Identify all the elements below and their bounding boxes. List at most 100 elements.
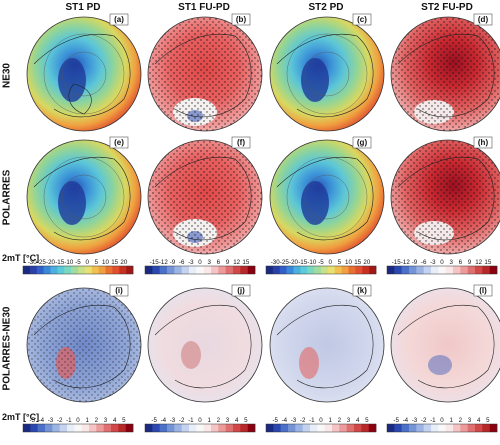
colorbar-swatch: [189, 424, 197, 432]
unit-label-bottom: 2mT [°C]: [2, 412, 40, 422]
colorbar-swatch: [288, 424, 296, 432]
colorbar-swatch: [71, 266, 79, 274]
colorbar-tick-label: -2: [57, 417, 63, 424]
colorbar-swatch: [50, 266, 58, 274]
panel-letter-box: [231, 284, 251, 297]
colorbar-tick-label: -25: [37, 259, 47, 266]
colorbar-swatch: [57, 266, 65, 274]
colorbar-swatch: [409, 424, 417, 432]
panel-letter-box: [231, 136, 251, 149]
colorbar-tick-label: 0: [76, 417, 80, 424]
colorbar-swatch: [74, 424, 82, 432]
colorbar-swatch: [409, 266, 417, 274]
colorbar-swatch: [174, 266, 182, 274]
colorbar-swatch: [247, 266, 256, 274]
colorbar-tick-label: 2: [338, 417, 342, 424]
panel-letter-box: [352, 284, 372, 297]
colorbar-tick-label: 4: [235, 417, 239, 424]
colorbar-tick-label: 6: [217, 259, 221, 266]
colorbar-swatch: [167, 424, 175, 432]
panel-letter-box: [473, 136, 493, 149]
colorbar-tick-label: 15: [354, 259, 361, 266]
colorbar-swatch: [467, 424, 476, 432]
colorbar-pd-1: -30 -25 -20 -15 -10 -5 0 5 10 15 20: [22, 259, 134, 275]
colorbar-swatch: [453, 424, 461, 432]
colorbar-tick-label: 9: [226, 259, 230, 266]
panel-b: [147, 16, 263, 132]
colorbar-tick-label: -5: [393, 417, 399, 424]
colorbar-swatch: [59, 424, 68, 432]
colorbar-swatch: [152, 266, 160, 274]
colorbar-fu-1: -15 -12 -9 -6 -3 0 3 6 9 12 15: [144, 259, 256, 275]
colorbar-diff-1: -5 -4 -3 -2 -1 0 1 2 3 4 5: [22, 417, 134, 433]
colorbar-diff-4: -5 -4 -3 -2 -1 0 1 2 3 4 5: [386, 417, 498, 433]
colorbar-swatch: [368, 424, 377, 432]
colorbar-swatch: [293, 266, 301, 274]
colorbar-tick-label: 5: [338, 259, 342, 266]
panel-h: [390, 139, 500, 255]
colorbar-tick-label: 5: [122, 417, 126, 424]
colorbar-swatch: [30, 424, 38, 432]
colorbar-swatch: [272, 266, 281, 274]
colorbar-swatch: [119, 266, 127, 274]
coastline: [68, 83, 92, 115]
panel-letter: (b): [236, 15, 247, 24]
panel-letter: (d): [478, 15, 489, 24]
panel-f: [147, 139, 263, 255]
colorbar-swatch: [225, 424, 234, 432]
colorbar-tick-label: 0: [198, 417, 202, 424]
colorbar-tick-label: -1: [188, 417, 194, 424]
colorbar-diff-3: -5 -4 -3 -2 -1 0 1 2 3 4 5: [265, 417, 377, 433]
panel-e: [26, 139, 142, 255]
colorbar-tick-label: 15: [484, 259, 491, 266]
colorbar-swatch: [354, 424, 362, 432]
colorbar-swatch: [401, 424, 410, 432]
colorbar-tick-label: 15: [111, 259, 118, 266]
colorbar-swatch: [240, 266, 248, 274]
colorbar-swatch: [314, 266, 322, 274]
colorbar-swatch: [98, 266, 106, 274]
colorbar-tick-label: 1: [85, 417, 89, 424]
colorbar-swatch: [233, 266, 241, 274]
colorbar-swatch: [203, 424, 212, 432]
colorbar-swatch: [266, 424, 274, 432]
panel-c: [269, 16, 385, 132]
colorbar-swatch: [36, 266, 44, 274]
colorbar-tick-label: -4: [282, 417, 288, 424]
panel-letter: (h): [478, 138, 489, 147]
colorbar-swatch: [273, 424, 281, 432]
colorbar-swatch: [286, 266, 294, 274]
colorbar-swatch: [37, 424, 46, 432]
colorbar-swatch: [211, 266, 219, 274]
colorbar-tick-label: 20: [363, 259, 370, 266]
colorbar-swatch: [300, 266, 308, 274]
colorbar-swatch: [96, 424, 104, 432]
colorbar-swatch: [362, 266, 370, 274]
colorbar-swatch: [181, 266, 190, 274]
panel-l: [390, 287, 500, 403]
colorbar-swatch: [196, 266, 204, 274]
colorbar-tick-label: 1: [449, 417, 453, 424]
colorbar-swatch: [67, 424, 75, 432]
colorbar-swatch: [189, 266, 197, 274]
unit-label-top: 2mT [°C]: [2, 253, 40, 263]
colorbar-swatch: [181, 424, 190, 432]
colorbar-swatch: [218, 266, 226, 274]
colorbar-tick-label: -10: [307, 259, 317, 266]
colorbar-fu-2: -15 -12 -9 -6 -3 0 3 6 9 12 15: [386, 259, 498, 275]
colorbar-swatch: [105, 266, 113, 274]
colorbar-swatch: [445, 266, 454, 274]
colorbar-swatch: [341, 266, 349, 274]
colorbar-swatch: [355, 266, 363, 274]
colorbar-tick-label: -15: [55, 259, 65, 266]
panel-k: [269, 287, 385, 403]
colorbar-tick-label: -3: [430, 259, 436, 266]
colorbar-tick-label: -6: [179, 259, 185, 266]
colorbar-tick-label: -3: [170, 417, 176, 424]
panel-letter-box: [352, 13, 372, 26]
colorbar-tick-label: 3: [347, 417, 351, 424]
colorbar-tick-label: -12: [159, 259, 169, 266]
colorbar-tick-label: -12: [401, 259, 411, 266]
colorbar-swatch: [460, 424, 468, 432]
